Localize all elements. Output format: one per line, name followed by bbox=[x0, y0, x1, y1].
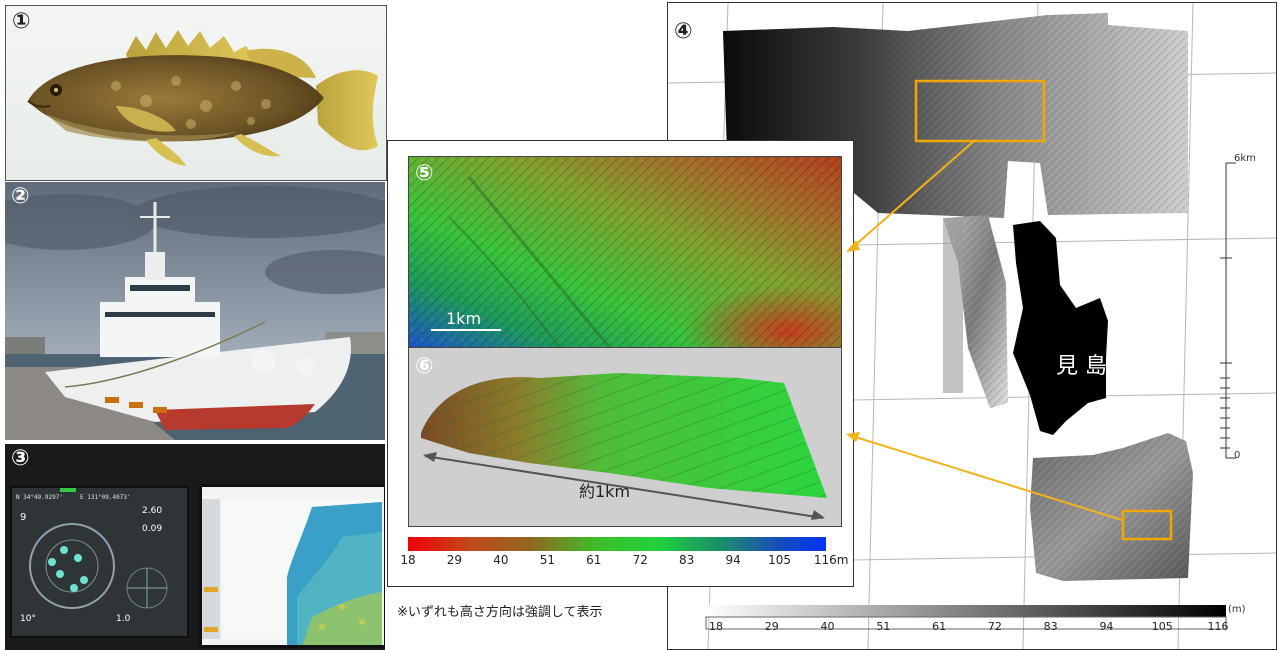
ship-illustration bbox=[5, 182, 385, 440]
map-colorbar-tick-label: 18 bbox=[709, 620, 723, 633]
colorbar-tick-label: 18 bbox=[400, 553, 416, 567]
satellite-sky-plot bbox=[29, 488, 168, 609]
highlight-box-top bbox=[914, 79, 1046, 143]
colorbar-tick-label: 72 bbox=[632, 553, 648, 567]
map-colorbar-tick-label: 51 bbox=[876, 620, 891, 633]
panel-label-6: ⑥ bbox=[415, 354, 434, 379]
depth-colorbar-gray bbox=[706, 605, 1226, 617]
sonar-display bbox=[202, 487, 384, 647]
hdop-readout: 1.0 bbox=[116, 614, 131, 624]
colorbar-tick-label: 105 bbox=[768, 553, 791, 567]
map-colorbar-tick-label: 83 bbox=[1043, 620, 1058, 633]
satellite-count: 9 bbox=[20, 512, 27, 523]
scale-bottom-label: 0 bbox=[1234, 450, 1241, 461]
map-colorbar-tick-label: 40 bbox=[820, 620, 835, 633]
map-colorbar-tick-label: 105 bbox=[1151, 620, 1173, 633]
panel-label-5: ⑤ bbox=[415, 161, 434, 186]
colorbar-tick-label: 61 bbox=[586, 553, 602, 567]
scale-top-label: 6km bbox=[1234, 153, 1256, 164]
map-colorbar-tick-label: 61 bbox=[932, 620, 947, 633]
map-colorbar-unit: (m) bbox=[1228, 604, 1246, 615]
span-label: 約1km bbox=[579, 482, 631, 501]
navigation-monitor: N 34°49.9297' E 131°09.4073' 2.60 0.09 9… bbox=[10, 486, 189, 638]
colorbar-tick-label: 29 bbox=[446, 553, 463, 567]
colorbar-tick-label: 40 bbox=[493, 553, 509, 567]
sonar-monitor bbox=[199, 484, 385, 648]
panel-label-2: ② bbox=[11, 184, 30, 209]
detail-card: 1km ⑤ ⑥ 約1km 18 29 4 bbox=[387, 140, 854, 587]
fish-illustration bbox=[27, 30, 378, 166]
map-colorbar-tick-label: 72 bbox=[987, 620, 1002, 633]
colorbar-tick-label: 116m bbox=[813, 553, 849, 567]
monitor-photo-panel: N 34°49.9297' E 131°09.4073' 2.60 0.09 9… bbox=[5, 444, 385, 650]
panel-label-1: ① bbox=[12, 9, 31, 34]
shaded-relief-view: 1km ⑤ bbox=[408, 156, 842, 348]
colorbar-tick-label: 83 bbox=[679, 553, 695, 567]
speed-readout: 2.60 bbox=[142, 506, 163, 516]
depth-colorbar-color bbox=[408, 537, 826, 551]
map-colorbar-tick-label: 116 bbox=[1207, 620, 1229, 633]
heading-readout: 10° bbox=[20, 614, 36, 624]
perspective-3d-view: ⑥ 約1km bbox=[408, 347, 842, 527]
span-arrow-line bbox=[424, 455, 824, 519]
colorbar-tick-label: 51 bbox=[539, 553, 555, 567]
longitude-readout: E 131°09.4073' bbox=[80, 494, 131, 501]
latitude-readout: N 34°49.9297' bbox=[16, 494, 63, 501]
map-colorbar-tick-label: 29 bbox=[764, 620, 779, 633]
colorbar-tick-label: 94 bbox=[725, 553, 741, 567]
drift-readout: 0.09 bbox=[142, 524, 163, 534]
panel-label-4: ④ bbox=[674, 19, 693, 44]
island-name: 見 島 bbox=[1056, 354, 1107, 379]
highlight-box-bottom bbox=[1121, 509, 1173, 541]
map-colorbar-tick-label: 94 bbox=[1099, 620, 1114, 633]
ship-photo-panel: ② bbox=[5, 182, 385, 440]
fish-photo-panel: ① bbox=[5, 5, 387, 181]
note-text: ※いずれも高さ方向は強調して表示 bbox=[397, 605, 603, 620]
panel-label-3: ③ bbox=[11, 446, 30, 471]
scalebar-label: 1km bbox=[446, 309, 482, 328]
